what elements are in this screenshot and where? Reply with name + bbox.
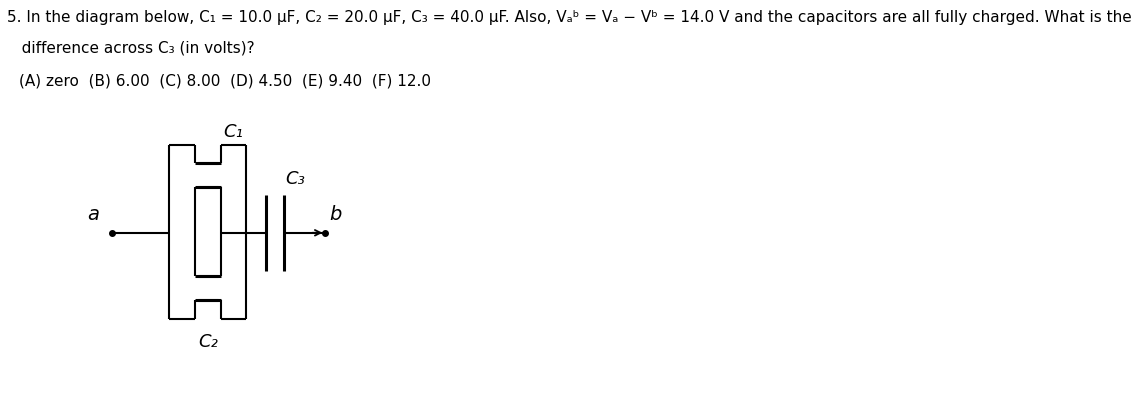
Text: C₃: C₃ [285,170,305,188]
Text: difference across C₃ (in volts)?: difference across C₃ (in volts)? [7,40,254,55]
Text: C₁: C₁ [224,123,243,141]
Text: C₂: C₂ [197,332,218,350]
Text: a: a [87,205,100,223]
Text: b: b [329,205,342,223]
Text: (A) zero  (B) 6.00  (C) 8.00  (D) 4.50  (E) 9.40  (F) 12.0: (A) zero (B) 6.00 (C) 8.00 (D) 4.50 (E) … [19,74,431,89]
Text: 5. In the diagram below, C₁ = 10.0 μF, C₂ = 20.0 μF, C₃ = 40.0 μF. Also, Vₐᵇ = V: 5. In the diagram below, C₁ = 10.0 μF, C… [7,10,1135,25]
